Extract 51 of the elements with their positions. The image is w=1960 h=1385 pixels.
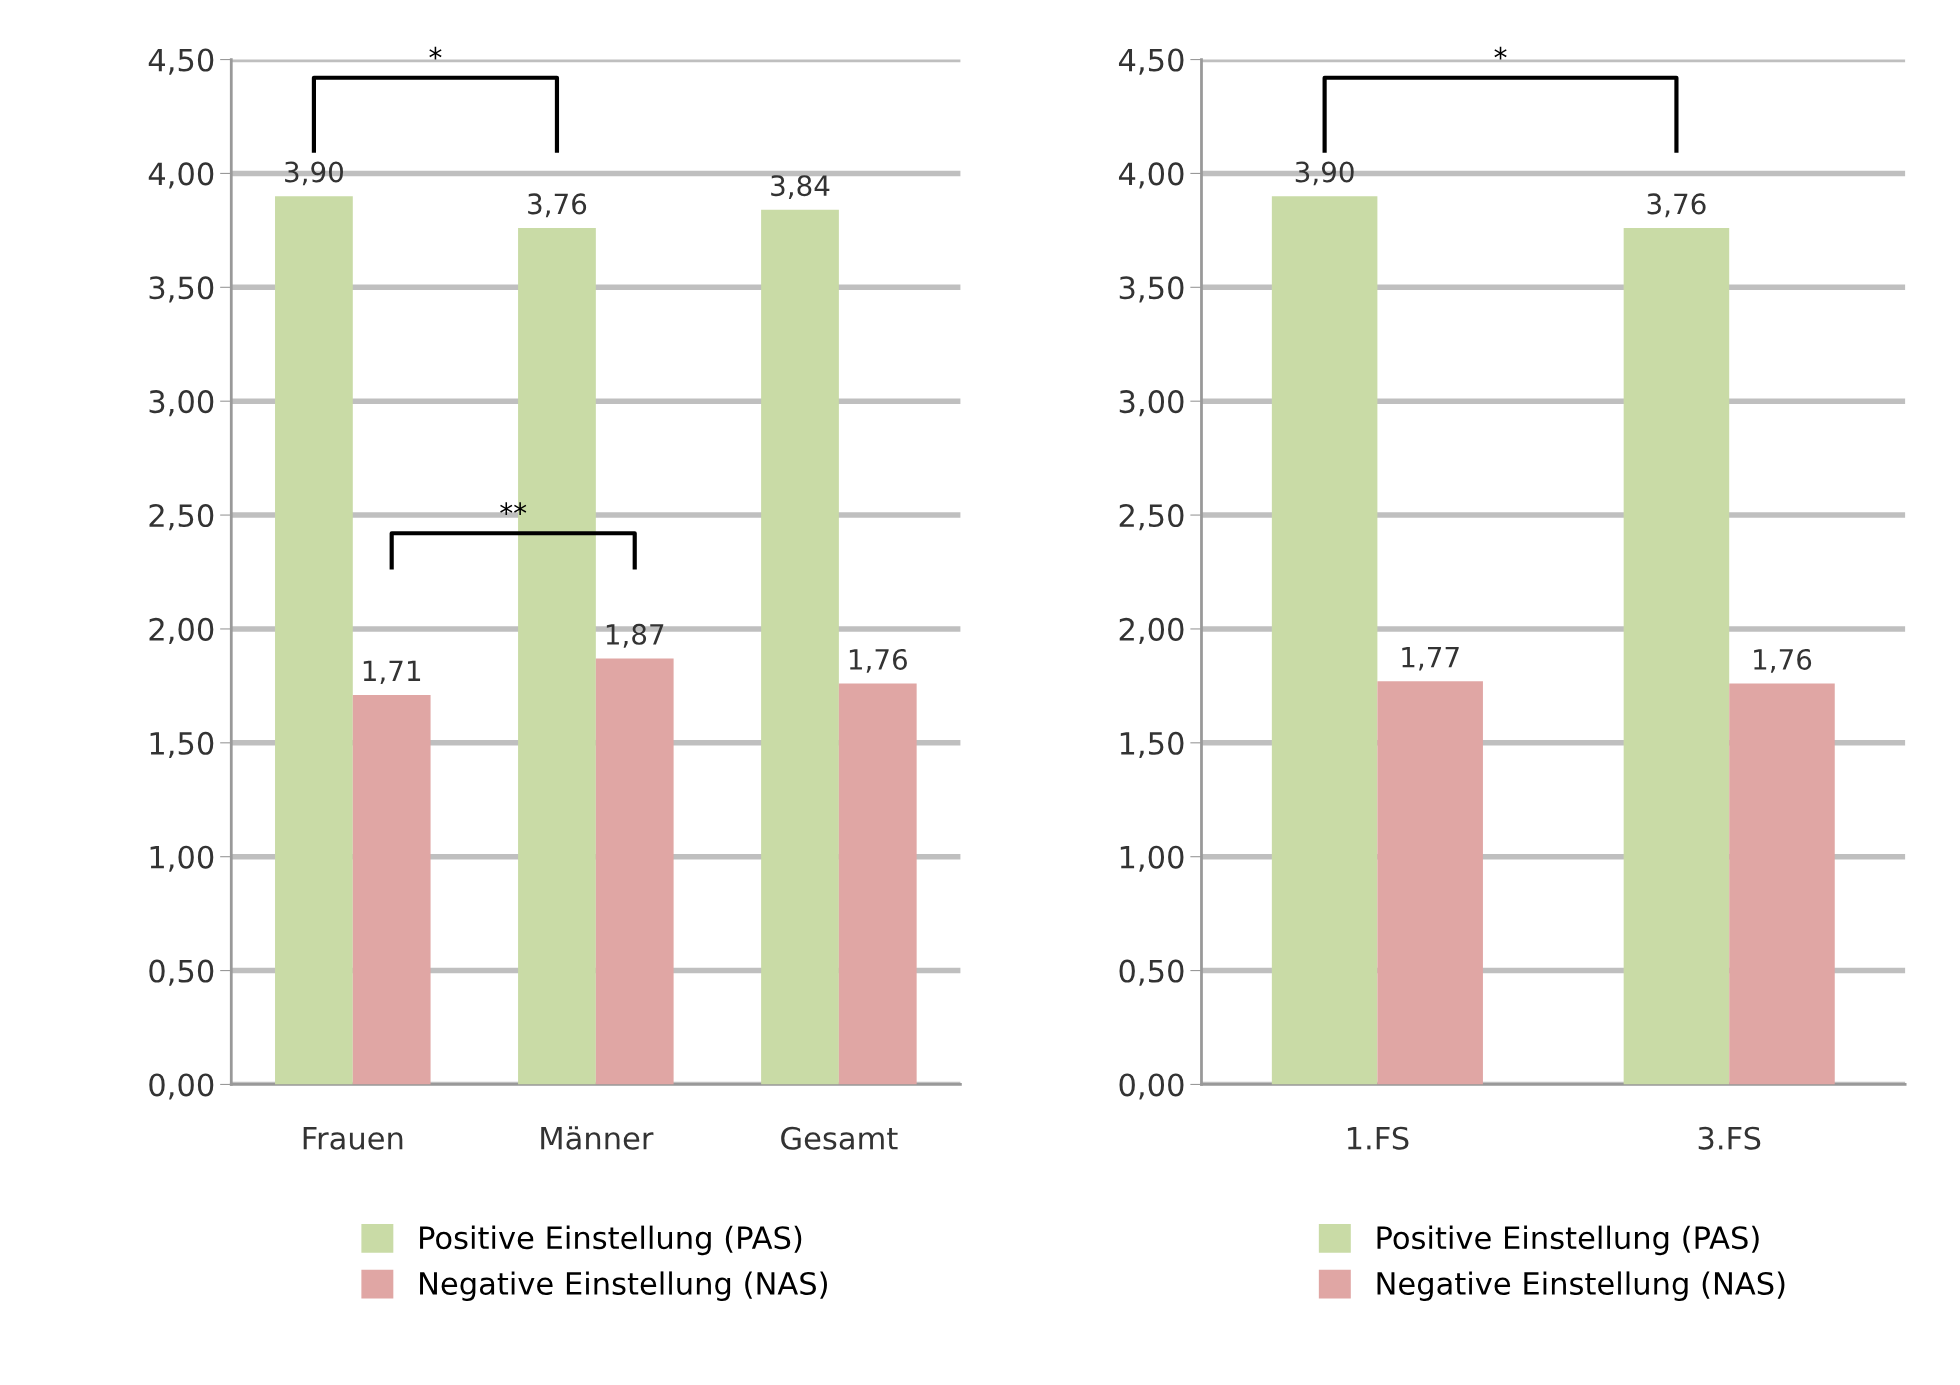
bar (1729, 683, 1835, 1085)
y-tick-label: 0,00 (1119, 1073, 1184, 1100)
data-label: 3,76 (528, 193, 587, 218)
y-tick-label: 3,50 (149, 276, 214, 303)
y-tick-label: 1,00 (150, 845, 214, 872)
y-tick-label: 4,00 (148, 162, 214, 189)
bar (838, 683, 917, 1085)
data-label: 1,76 (1754, 648, 1812, 673)
data-label: 3,90 (1295, 161, 1354, 186)
y-tick-label: 3,50 (1119, 276, 1184, 303)
y-tick-label: 0,00 (149, 1073, 214, 1100)
y-tick-label: 1,50 (150, 731, 214, 758)
y-tick-label: 1,00 (1120, 845, 1184, 872)
legend-label: Positive Einstellung (PAS) (1377, 1225, 1759, 1256)
text: * (429, 46, 442, 60)
bar (275, 196, 353, 1085)
legend-label: Negative Einstellung (NAS) (1377, 1271, 1785, 1301)
bar (761, 209, 839, 1085)
bar (1377, 681, 1483, 1085)
y-tick-label: 0,50 (1119, 959, 1184, 986)
bar (595, 658, 674, 1085)
y-tick-label: 2,00 (1119, 617, 1184, 645)
y-tick-label: 3,00 (1119, 390, 1184, 417)
x-tick-label: Gesamt (781, 1126, 898, 1150)
y-tick-label: 3,00 (149, 390, 214, 417)
x-tick-label: Männer (541, 1126, 654, 1150)
y-tick-label: 0,50 (149, 959, 214, 986)
data-label: 3,90 (285, 161, 343, 186)
y-tick-label: 4,00 (1118, 162, 1184, 189)
y-tick-label: 1,50 (1120, 731, 1184, 758)
data-label: 1,87 (606, 623, 664, 648)
data-label: 1,77 (1402, 646, 1459, 671)
legend-label: Positive Einstellung (PAS) (420, 1225, 802, 1256)
x-tick-label: Frauen (303, 1127, 403, 1150)
data-label: 3,84 (771, 175, 830, 199)
text: * (1494, 46, 1507, 60)
y-tick-label: 2,50 (149, 504, 214, 531)
x-tick-label: 1.FS (1347, 1126, 1409, 1150)
annotation: ** (500, 502, 527, 516)
y-tick-label: 4,50 (1118, 48, 1184, 75)
data-label: 1,71 (363, 660, 421, 685)
y-tick-label: 2,00 (149, 617, 214, 645)
bar (1623, 228, 1730, 1085)
data-label: 1,76 (849, 648, 907, 673)
bar (1271, 196, 1378, 1085)
data-label: 3,76 (1647, 193, 1706, 218)
x-tick-label: 3.FS (1698, 1126, 1761, 1150)
y-tick-label: 4,50 (148, 48, 214, 75)
legend-label: Negative Einstellung (NAS) (420, 1271, 827, 1301)
bar (352, 694, 431, 1085)
y-tick-label: 2,50 (1119, 504, 1184, 531)
